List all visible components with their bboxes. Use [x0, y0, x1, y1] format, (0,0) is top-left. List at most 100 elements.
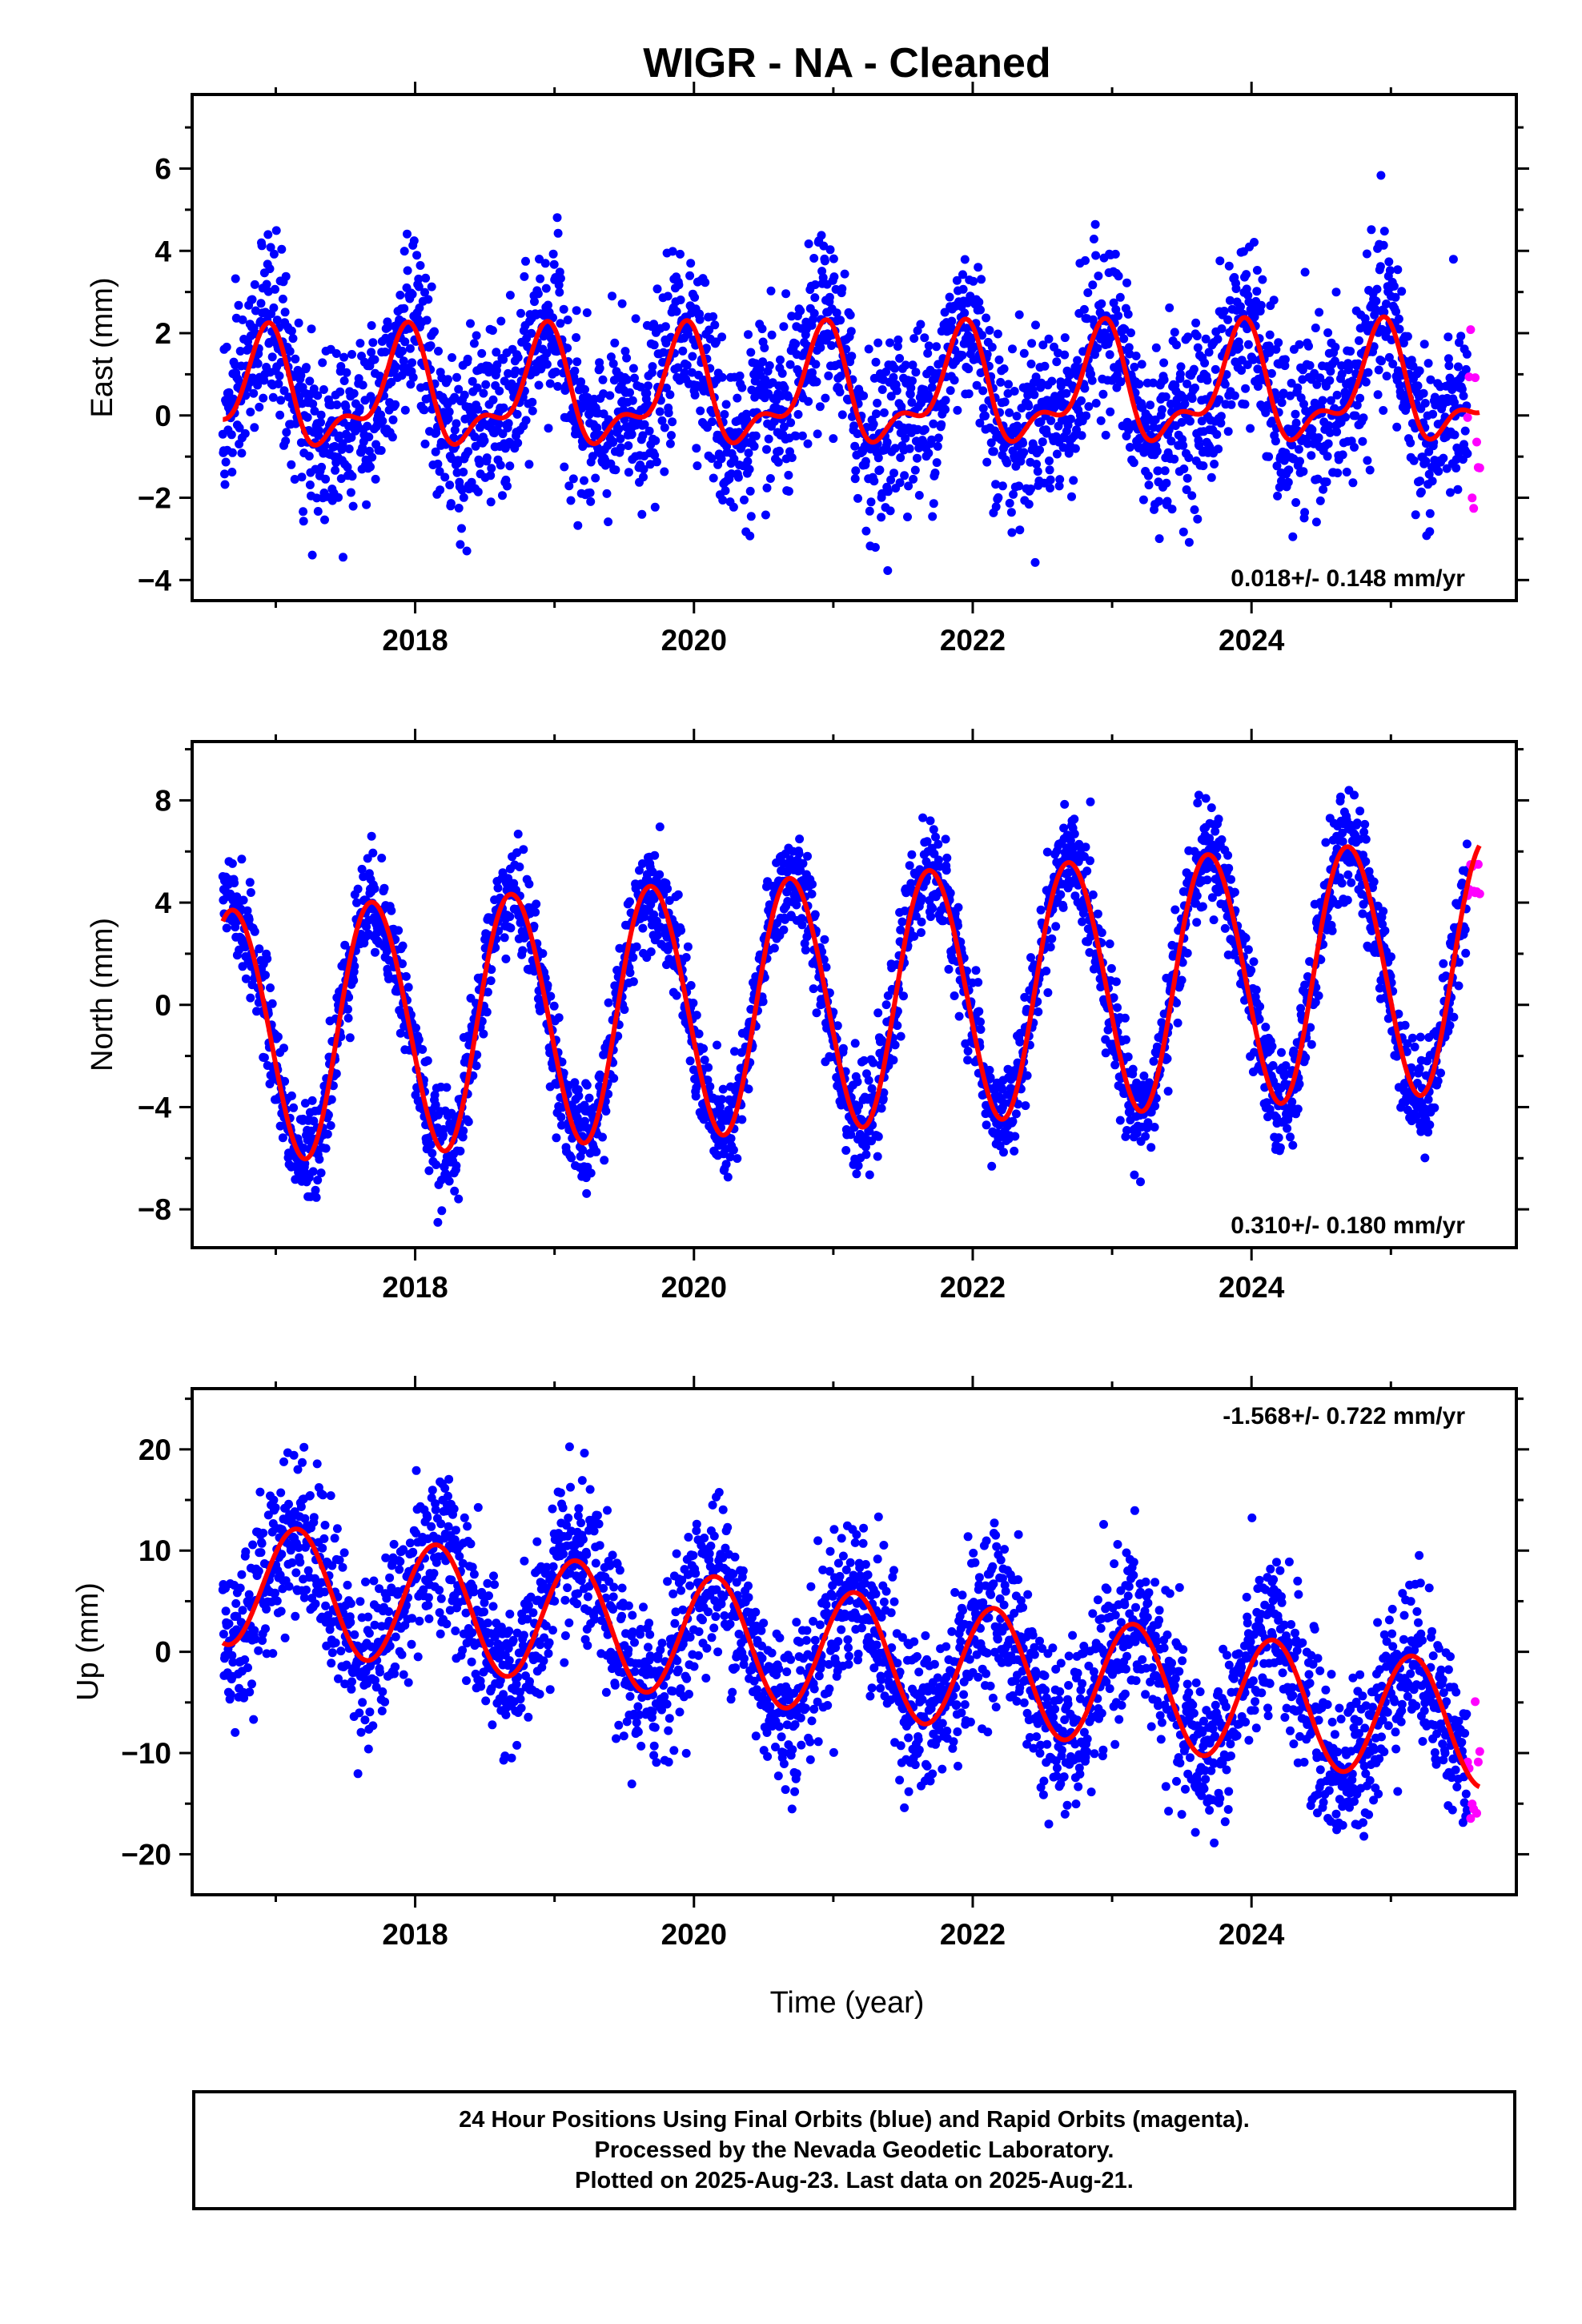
final-orbit-point [470, 432, 480, 441]
final-orbit-point [307, 324, 316, 334]
final-orbit-point [1111, 977, 1121, 987]
final-orbit-point [1046, 416, 1056, 425]
final-orbit-point [1190, 505, 1199, 514]
final-orbit-point [482, 1007, 492, 1017]
final-orbit-point [222, 342, 231, 352]
final-orbit-point [1096, 416, 1106, 425]
final-orbit-point [1014, 310, 1024, 320]
final-orbit-point [1377, 356, 1386, 366]
final-orbit-point [820, 256, 829, 266]
final-orbit-point [302, 363, 311, 372]
final-orbit-point [1342, 468, 1351, 476]
final-orbit-point [963, 1047, 973, 1055]
final-orbit-point [780, 384, 789, 393]
final-orbit-point [672, 307, 681, 316]
final-orbit-point [978, 331, 987, 340]
final-orbit-point [1031, 372, 1041, 382]
final-orbit-point [1313, 474, 1323, 484]
final-orbit-point [918, 436, 928, 446]
final-orbit-point [278, 294, 287, 304]
final-orbit-point [886, 392, 896, 401]
final-orbit-point [335, 431, 344, 440]
final-orbit-point [804, 396, 813, 406]
final-orbit-point [388, 415, 398, 424]
final-orbit-point [1243, 291, 1253, 300]
final-orbit-point [640, 912, 649, 922]
final-orbit-point [766, 286, 776, 296]
final-orbit-point [1363, 456, 1372, 465]
final-orbit-point [1193, 514, 1203, 524]
y-tick-label: 6 [155, 152, 171, 185]
final-orbit-point [1272, 461, 1282, 471]
final-orbit-point [289, 1103, 299, 1112]
final-orbit-point [1015, 525, 1025, 535]
final-orbit-point [1159, 375, 1169, 384]
final-orbit-point [608, 292, 616, 301]
final-orbit-point [999, 1148, 1008, 1157]
final-orbit-point [259, 1053, 269, 1063]
final-orbit-point [1348, 478, 1358, 488]
final-orbit-point [1375, 262, 1385, 271]
final-orbit-point [521, 416, 531, 425]
final-orbit-point [1406, 438, 1415, 448]
final-orbit-point [769, 943, 779, 953]
final-orbit-point [1444, 361, 1454, 371]
final-orbit-point [1109, 298, 1118, 308]
final-orbit-point [431, 1100, 440, 1110]
final-orbit-point [710, 320, 720, 330]
final-orbit-point [309, 384, 319, 394]
final-orbit-point [498, 429, 508, 439]
final-orbit-point [250, 279, 259, 289]
final-orbit-point [520, 271, 529, 281]
final-orbit-point [1042, 967, 1051, 975]
final-orbit-point [555, 287, 564, 297]
final-orbit-point [646, 947, 656, 956]
final-orbit-point [601, 1107, 611, 1116]
final-orbit-point [747, 385, 757, 395]
final-orbit-point [845, 310, 855, 320]
final-orbit-point [436, 485, 445, 495]
final-orbit-point [617, 299, 627, 308]
final-orbit-point [486, 976, 496, 986]
final-orbit-point [234, 300, 243, 310]
final-orbit-point [787, 312, 797, 321]
final-orbit-point [1131, 352, 1141, 360]
final-orbit-point [764, 434, 773, 444]
final-orbit-point [882, 437, 892, 447]
final-orbit-point [991, 502, 1001, 512]
final-orbit-point [735, 371, 745, 380]
final-orbit-point [1460, 426, 1470, 436]
final-orbit-point [946, 888, 955, 898]
final-orbit-point [1453, 485, 1463, 494]
final-orbit-point [928, 376, 938, 385]
final-orbit-point [345, 1033, 355, 1043]
final-orbit-point [1443, 332, 1453, 342]
final-orbit-point [744, 448, 753, 458]
final-orbit-point [1165, 303, 1174, 312]
final-orbit-point [362, 500, 371, 509]
final-orbit-point [532, 899, 541, 909]
final-orbit-point [1304, 341, 1313, 351]
final-orbit-point [354, 374, 363, 384]
final-orbit-point [339, 352, 349, 362]
final-orbit-point [767, 330, 777, 340]
final-orbit-point [487, 965, 496, 975]
final-orbit-point [934, 433, 943, 443]
final-orbit-point [515, 862, 524, 871]
final-orbit-point [1415, 366, 1424, 376]
final-orbit-point [652, 457, 661, 467]
final-orbit-point [751, 431, 761, 440]
final-orbit-point [403, 229, 412, 239]
final-orbit-point [266, 243, 275, 252]
final-orbit-point [553, 228, 563, 238]
final-orbit-point [519, 845, 528, 854]
final-orbit-point [873, 1008, 883, 1018]
final-orbit-point [272, 316, 282, 325]
final-orbit-point [573, 521, 583, 530]
final-orbit-point [1115, 292, 1125, 302]
final-orbit-point [221, 457, 231, 467]
final-orbit-point [981, 411, 990, 420]
final-orbit-point [1125, 443, 1134, 452]
final-orbit-point [307, 1096, 317, 1105]
